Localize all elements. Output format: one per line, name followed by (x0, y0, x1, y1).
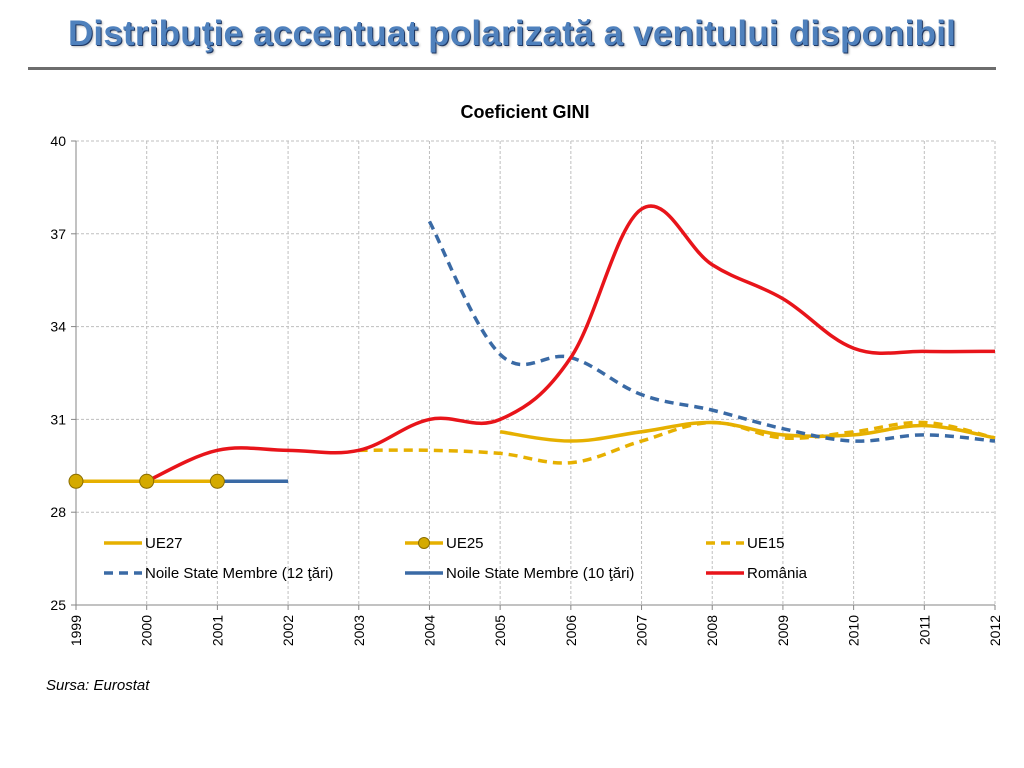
legend-label-ue27: UE27 (145, 535, 183, 552)
x-tick-label: 2002 (280, 615, 296, 646)
series-line-ue27 (499, 420, 996, 443)
x-tick-label: 2005 (492, 615, 508, 646)
x-tick-label: 2009 (775, 615, 791, 646)
chart-gridlines (76, 140, 996, 605)
legend-label-noile-state-membre-10-ri: Noile State Membre (10 ţări) (446, 565, 634, 582)
x-tick-label: 2010 (846, 615, 862, 646)
title-divider (28, 67, 996, 70)
legend-marker-ue25 (418, 537, 430, 549)
data-point-ue25 (68, 473, 84, 489)
gini-line-chart: Coeficient GINI 25 28 31 34 37 40 1999 2000 2001… (50, 102, 1003, 646)
x-tick-label: 2006 (563, 615, 579, 646)
legend-label-ue15: UE15 (747, 535, 785, 552)
x-tick-label: 2008 (704, 615, 720, 646)
x-tick-label: 2003 (351, 615, 367, 646)
chart-legend: UE27 UE25 UE15 Noile State Membre (12 ţări)… (104, 535, 808, 582)
x-tick-label: 2011 (916, 615, 932, 645)
y-tick-label: 28 (50, 504, 66, 520)
chart-axes: 25 28 31 34 37 40 1999 2000 2001 2002 2003 2004 2005… (50, 133, 1003, 646)
source-note: Sursa: Eurostat (46, 677, 150, 694)
y-tick-label: 31 (50, 411, 66, 427)
y-tick-label: 40 (50, 133, 66, 149)
legend-label-rom-nia: România (747, 565, 808, 582)
legend-label-noile-state-membre-12-ri: Noile State Membre (12 ţări) (145, 565, 333, 582)
y-tick-label: 25 (50, 597, 66, 613)
y-tick-label: 37 (50, 226, 66, 242)
series-line-rom-nia (145, 204, 996, 483)
x-tick-label: 1999 (68, 615, 84, 646)
y-tick-label: 34 (50, 319, 66, 335)
series-line-ue15 (358, 420, 996, 465)
x-tick-label: 2007 (634, 615, 650, 646)
x-tick-label: 2012 (987, 615, 1003, 646)
x-tick-label: 2001 (209, 615, 225, 646)
x-tick-label: 2004 (421, 615, 437, 646)
slide-title: Distribuţie accentuat polarizată a venit… (67, 14, 957, 53)
data-point-ue25 (139, 473, 155, 489)
x-tick-label: 2000 (139, 615, 155, 646)
series-line-noile-state-membre-12-ri (427, 220, 996, 443)
chart-series (68, 204, 996, 489)
data-point-ue25 (209, 473, 225, 489)
chart-title: Coeficient GINI (460, 102, 589, 122)
legend-label-ue25: UE25 (446, 535, 484, 552)
